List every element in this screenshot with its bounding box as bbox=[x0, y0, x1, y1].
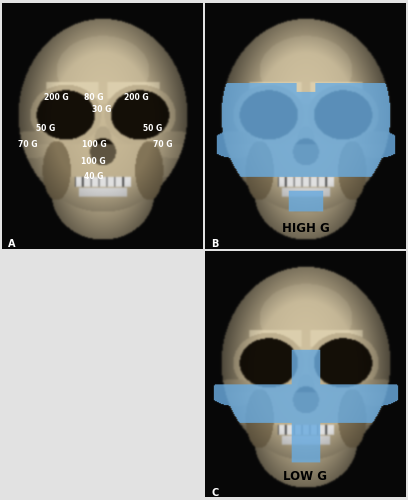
Text: HIGH G: HIGH G bbox=[282, 222, 329, 234]
Text: LOW G: LOW G bbox=[284, 470, 328, 484]
Text: 200 G: 200 G bbox=[44, 93, 69, 102]
Text: 200 G: 200 G bbox=[124, 93, 149, 102]
Text: 50 G: 50 G bbox=[143, 124, 162, 132]
Text: 80 G: 80 G bbox=[84, 93, 103, 102]
Text: B: B bbox=[211, 239, 218, 249]
Text: 100 G: 100 G bbox=[81, 157, 106, 166]
Text: 70 G: 70 G bbox=[18, 140, 38, 148]
Text: 40 G: 40 G bbox=[84, 172, 103, 180]
Text: 30 G: 30 G bbox=[92, 105, 111, 114]
Text: 100 G: 100 G bbox=[82, 140, 107, 148]
Text: 50 G: 50 G bbox=[35, 124, 55, 132]
Text: C: C bbox=[211, 488, 218, 498]
Text: 70 G: 70 G bbox=[153, 140, 173, 148]
Text: A: A bbox=[8, 239, 16, 249]
